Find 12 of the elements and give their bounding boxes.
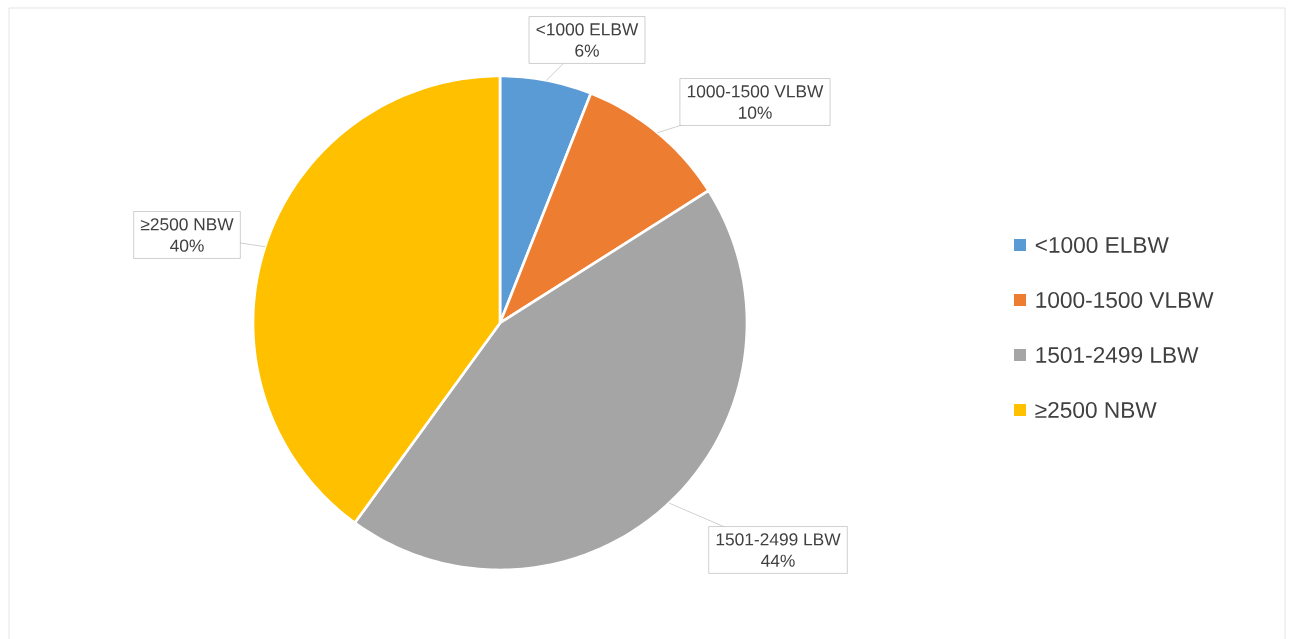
- slice-label: 1501-2499 LBW: [716, 533, 841, 546]
- legend-label: 1000-1500 VLBW: [1036, 291, 1214, 308]
- legend-label: <1000 ELBW: [1035, 236, 1169, 253]
- legend-label: ≥2500 NBW: [1035, 401, 1157, 418]
- legend-label: 1501-2499 LBW: [1036, 346, 1199, 363]
- slice-label: ≥2500 NBW: [140, 218, 234, 231]
- data-label: 10%: [738, 106, 772, 119]
- data-label: 6%: [575, 44, 599, 57]
- slice-label: <1000 ELBW: [536, 23, 639, 36]
- data-label: 40%: [170, 239, 204, 252]
- slice-label: 1000-1500 VLBW: [687, 85, 824, 98]
- data-label: 44%: [761, 554, 795, 567]
